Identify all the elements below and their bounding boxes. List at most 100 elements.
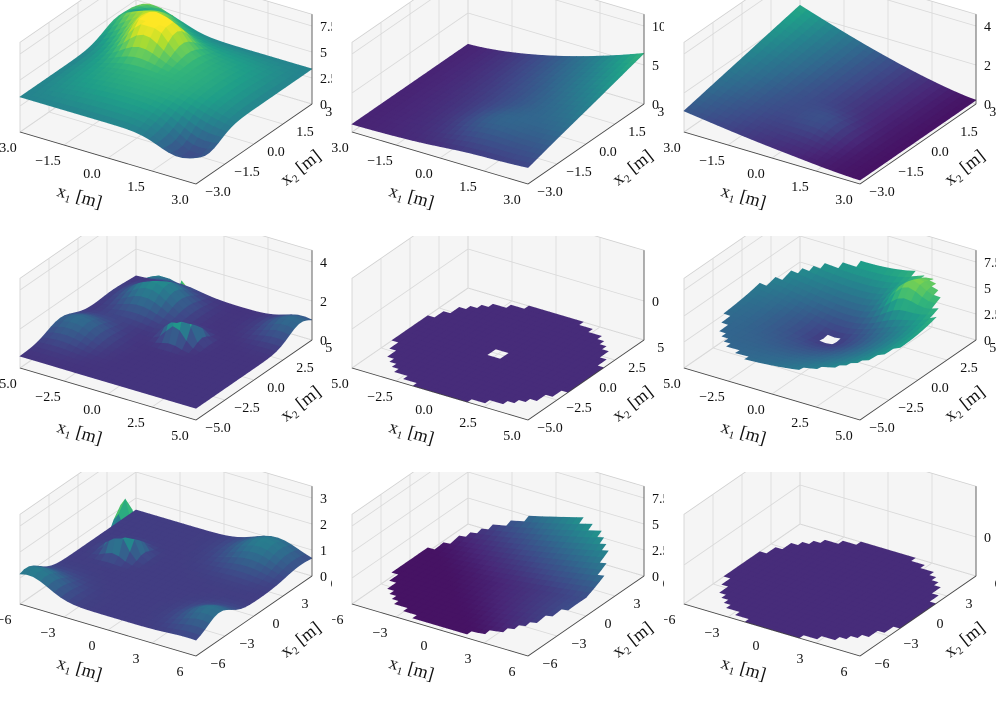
surface-patch	[855, 260, 869, 270]
x1-tick-label: −2.5	[367, 390, 392, 405]
z-tick-label: 2	[320, 295, 327, 310]
x1-tick-label: 2.5	[791, 416, 809, 431]
x1-tick-label: −3	[41, 626, 56, 641]
grid-line	[467, 472, 645, 525]
x1-tick-label: 2.5	[459, 416, 477, 431]
surface-patch	[487, 303, 501, 310]
x1-axis-label: x₁ [m]	[55, 416, 105, 448]
grid-line	[799, 236, 977, 289]
x1-axis-line	[683, 131, 861, 185]
surface-patch	[795, 4, 808, 14]
grid-line	[683, 236, 801, 317]
z-tick-label: 0	[320, 334, 327, 349]
grid-line	[222, 236, 313, 263]
subplot-r0-c0: −3.0−1.50.01.53.0−3.0−1.50.01.53.002.557…	[0, 0, 332, 236]
z-tick-label: 2	[984, 59, 991, 74]
x2-axis-line	[195, 575, 313, 657]
surface-patch	[130, 509, 144, 516]
grid-line	[554, 0, 645, 27]
surface-plot: −3.0−1.50.01.53.0−3.0−1.50.01.53.002.557…	[0, 0, 332, 212]
x2-tick-label: −1.5	[566, 165, 591, 180]
surface	[19, 3, 313, 159]
surface-plot: −3.0−1.50.01.53.0−3.0−1.50.01.53.00510x₁…	[332, 0, 664, 212]
grid-line	[351, 12, 469, 94]
grid-line	[19, 236, 100, 291]
grid-line	[815, 326, 933, 408]
x2-tick-label: 1.5	[960, 125, 978, 140]
x1-axis-line	[19, 367, 197, 421]
z-tick-label: 4	[984, 20, 991, 35]
x1-axis-line	[351, 367, 529, 421]
x2-tick-label: −1.5	[234, 165, 259, 180]
x1-tick-label: −5.0	[332, 377, 349, 392]
surface-plot: −5.0−2.50.02.55.0−5.0−2.50.02.55.0024x₁ …	[0, 236, 332, 448]
x1-axis-line	[351, 131, 529, 185]
surface	[387, 303, 609, 405]
grid-line	[683, 0, 764, 55]
grid-line	[19, 248, 137, 330]
x2-tick-label: 0.0	[599, 381, 617, 396]
z-tick-label: 10	[652, 20, 664, 35]
x2-tick-label: 3	[302, 597, 309, 612]
x2-tick-label: −1.5	[898, 165, 923, 180]
x1-tick-label: 5.0	[835, 429, 853, 444]
x1-tick-label: −2.5	[699, 390, 724, 405]
x2-tick-label: −2.5	[898, 401, 923, 416]
subplot-r0-c2: −3.0−1.50.01.53.0−3.0−1.50.01.53.0024x₁ …	[664, 0, 996, 236]
z-tick-label: 0	[320, 570, 327, 585]
x1-tick-label: 3.0	[835, 193, 853, 208]
x1-tick-label: 0.0	[415, 403, 433, 418]
grid-line	[467, 248, 645, 302]
z-tick-label: 0	[984, 334, 991, 349]
x2-tick-label: 1.5	[628, 125, 646, 140]
x2-tick-label: −5.0	[869, 421, 894, 436]
x2-tick-label: 1.5	[296, 125, 314, 140]
x1-tick-label: 3.0	[171, 193, 189, 208]
x2-tick-label: −2.5	[566, 401, 591, 416]
x2-tick-label: 5.0	[989, 341, 996, 356]
x1-tick-label: −3.0	[332, 141, 349, 156]
x1-tick-label: 2.5	[127, 416, 145, 431]
grid-line	[19, 472, 100, 527]
surface-patch	[505, 304, 519, 311]
z-tick-label: 0	[984, 98, 991, 113]
x1-axis-label: x₁ [m]	[387, 416, 437, 448]
z-tick-label: 0	[652, 295, 659, 310]
x1-tick-label: −1.5	[35, 154, 60, 169]
surface-patch	[131, 9, 143, 12]
x2-axis-line	[195, 339, 313, 421]
x2-tick-label: −5.0	[537, 421, 562, 436]
x1-axis-line	[19, 603, 197, 657]
x1-tick-label: 1.5	[459, 180, 477, 195]
x2-axis-line	[195, 103, 313, 185]
x1-tick-label: −2.5	[35, 390, 60, 405]
x2-tick-label: 0.0	[599, 145, 617, 160]
x1-tick-label: −5.0	[664, 377, 681, 392]
x1-tick-label: 1.5	[791, 180, 809, 195]
x1-tick-label: 6	[177, 665, 184, 680]
x1-tick-label: 5.0	[171, 429, 189, 444]
x2-tick-label: −6	[211, 657, 226, 672]
x1-tick-label: 0.0	[83, 167, 101, 182]
x2-axis-line	[527, 103, 645, 185]
surface	[683, 4, 977, 181]
x2-tick-label: 5.0	[325, 341, 332, 356]
x2-tick-label: 0.0	[931, 381, 949, 396]
z-tick-label: 7.5	[984, 256, 996, 271]
x1-tick-label: −5.0	[0, 377, 17, 392]
grid-line	[135, 248, 313, 302]
x1-tick-label: −1.5	[367, 154, 392, 169]
subplot-r1-c1: −5.0−2.50.02.55.0−5.0−2.50.02.55.00x₁ [m…	[332, 236, 664, 472]
x2-tick-label: 5.0	[657, 341, 664, 356]
x1-tick-label: 1.5	[127, 180, 145, 195]
surface-plot: −5.0−2.50.02.55.0−5.0−2.50.02.55.002.557…	[664, 236, 996, 448]
grid-line	[19, 497, 137, 579]
x2-tick-label: 0	[273, 617, 280, 632]
x1-tick-label: 0.0	[747, 403, 765, 418]
x1-tick-label: −3.0	[664, 141, 681, 156]
grid-line	[886, 0, 977, 27]
